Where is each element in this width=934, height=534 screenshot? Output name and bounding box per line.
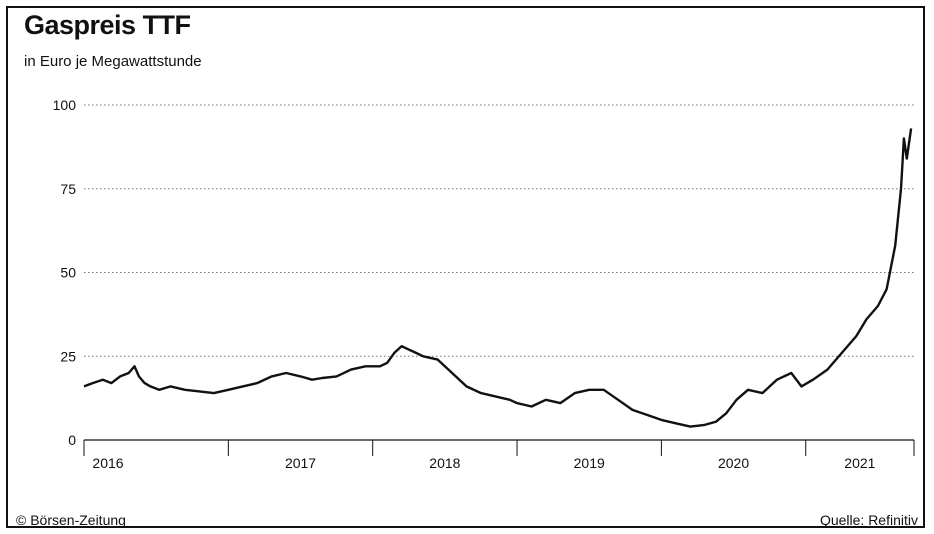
chart-frame (6, 6, 925, 528)
x-tick-label: 2021 (844, 455, 875, 471)
x-tick-label: 2016 (92, 455, 123, 471)
price-line (83, 128, 913, 428)
y-tick-label: 25 (60, 348, 76, 364)
x-axis: 2016 2017 2018 2019 2020 2021 (83, 439, 915, 471)
y-tick-label: 100 (53, 97, 77, 113)
x-tick-label: 2018 (429, 455, 460, 471)
x-tick-label: 2019 (574, 455, 605, 471)
x-tick-label: 2020 (718, 455, 749, 471)
copyright-text: © Börsen-Zeitung (16, 512, 126, 528)
y-tick-label: 50 (60, 265, 76, 281)
x-tick-label: 2017 (285, 455, 316, 471)
grid-lines (84, 104, 914, 357)
chart-subtitle: in Euro je Megawattstunde (24, 53, 202, 70)
source-text: Quelle: Refinitiv (819, 512, 918, 528)
y-tick-label: 75 (60, 181, 76, 197)
y-tick-label: 0 (68, 432, 76, 448)
chart-title: Gaspreis TTF (24, 10, 191, 40)
y-axis-ticks: 0 25 50 75 100 (53, 97, 77, 448)
